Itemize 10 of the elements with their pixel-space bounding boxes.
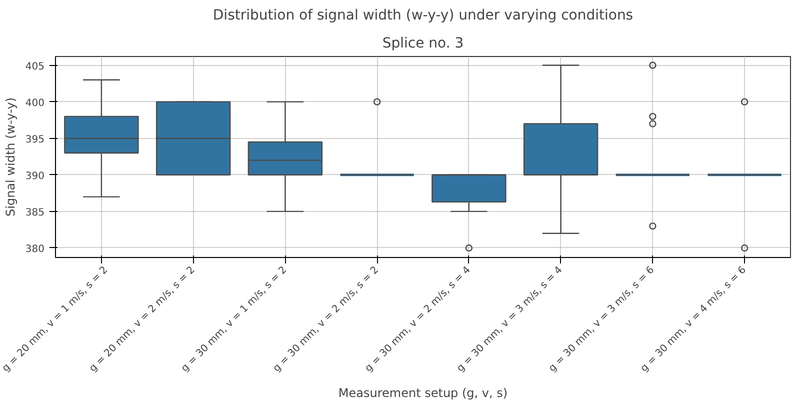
y-tick-label: 390 — [25, 170, 45, 182]
y-tick-label: 385 — [25, 207, 45, 218]
y-tick-label: 380 — [25, 244, 45, 255]
chart-title: Distribution of signal width (w-y-y) under varying conditions — [212, 8, 634, 24]
y-axis-title: Signal width (w-y-y) — [3, 98, 18, 216]
y-tick-label: 400 — [25, 98, 45, 109]
chart-subtitle: Splice no. 3 — [382, 36, 464, 52]
y-tick-label: 405 — [25, 61, 45, 72]
y-tick-label: 395 — [25, 134, 45, 146]
x-axis-title: Measurement setup (g, v, s) — [338, 386, 508, 400]
